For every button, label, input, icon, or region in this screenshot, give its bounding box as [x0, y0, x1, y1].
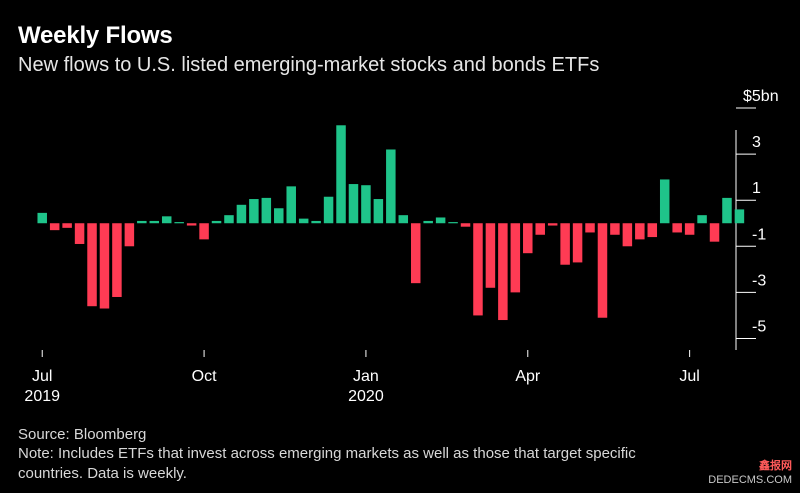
bar [647, 223, 658, 238]
bar [697, 215, 707, 224]
y-tick-label: 1 [752, 180, 761, 197]
bar [124, 223, 135, 247]
bar [348, 184, 359, 224]
bar [87, 223, 97, 307]
bar [112, 223, 122, 297]
bar [622, 223, 633, 247]
x-tick-label: Apr [515, 368, 541, 385]
bar [186, 223, 197, 226]
bar [398, 215, 409, 224]
bar [423, 220, 433, 224]
y-tick-label: -3 [752, 272, 766, 289]
bar [137, 220, 147, 224]
bar [448, 222, 458, 224]
bar [249, 199, 259, 224]
bar [473, 223, 483, 316]
bar [560, 223, 570, 265]
x-tick-label: Jul [679, 368, 699, 385]
bar [585, 223, 595, 233]
bar [236, 204, 247, 224]
bar [261, 197, 272, 224]
watermark-line-2: DEDECMS.COM [708, 474, 792, 486]
chart-subtitle: New flows to U.S. listed emerging-market… [18, 54, 600, 76]
y-tick-label: 3 [752, 134, 761, 151]
x-tick-year: 2020 [348, 388, 384, 405]
bar [672, 223, 682, 233]
bar [298, 218, 309, 224]
x-tick-label: Jan [353, 368, 379, 385]
bar [386, 149, 396, 224]
y-tick-label: -1 [752, 226, 766, 243]
bar [274, 208, 284, 224]
bar [224, 215, 234, 224]
bar [74, 223, 85, 244]
y-tick-label: -5 [752, 318, 766, 335]
bar [547, 223, 558, 226]
bar [460, 223, 471, 227]
bar [373, 199, 384, 224]
x-tick-year: 2019 [24, 388, 60, 405]
watermark-line-1: 鑫报网 [759, 460, 792, 472]
bar [734, 209, 745, 224]
bar [99, 223, 110, 309]
bar [311, 220, 321, 224]
bar [485, 223, 496, 288]
bar [410, 223, 421, 284]
bar [49, 223, 60, 231]
footnote: Note: Includes ETFs that invest across e… [18, 445, 636, 482]
y-tick-label: $5bn [743, 88, 779, 105]
bar [361, 185, 371, 224]
bar [635, 223, 645, 240]
bar [174, 222, 184, 224]
bar [523, 223, 533, 254]
bar [709, 223, 720, 242]
bar [149, 220, 160, 224]
bar [199, 223, 209, 240]
bar [62, 223, 72, 228]
bar [722, 197, 732, 224]
bar [684, 223, 695, 235]
bar [435, 217, 446, 224]
chart-title: Weekly Flows [18, 22, 173, 49]
source-note: Source: Bloomberg [18, 426, 147, 443]
bar [610, 223, 620, 235]
bar [211, 220, 222, 224]
bar [336, 125, 346, 224]
bar [535, 223, 545, 235]
bar [286, 186, 296, 224]
weekly-flows-chart: $5bn 3 1 -1 -3 -5 Jul 2019 Oct Jan 2020 Apr Jul [24, 88, 779, 405]
bar [498, 223, 508, 321]
bar [659, 179, 670, 224]
bar [161, 216, 172, 224]
x-tick-label: Oct [192, 368, 217, 385]
bar [510, 223, 521, 293]
bar [37, 212, 47, 224]
watermark: 鑫报网 DEDECMS.COM [708, 459, 792, 487]
bar [597, 223, 608, 318]
bar [572, 223, 583, 263]
x-tick-label: Jul [32, 368, 52, 385]
bar [323, 196, 334, 224]
